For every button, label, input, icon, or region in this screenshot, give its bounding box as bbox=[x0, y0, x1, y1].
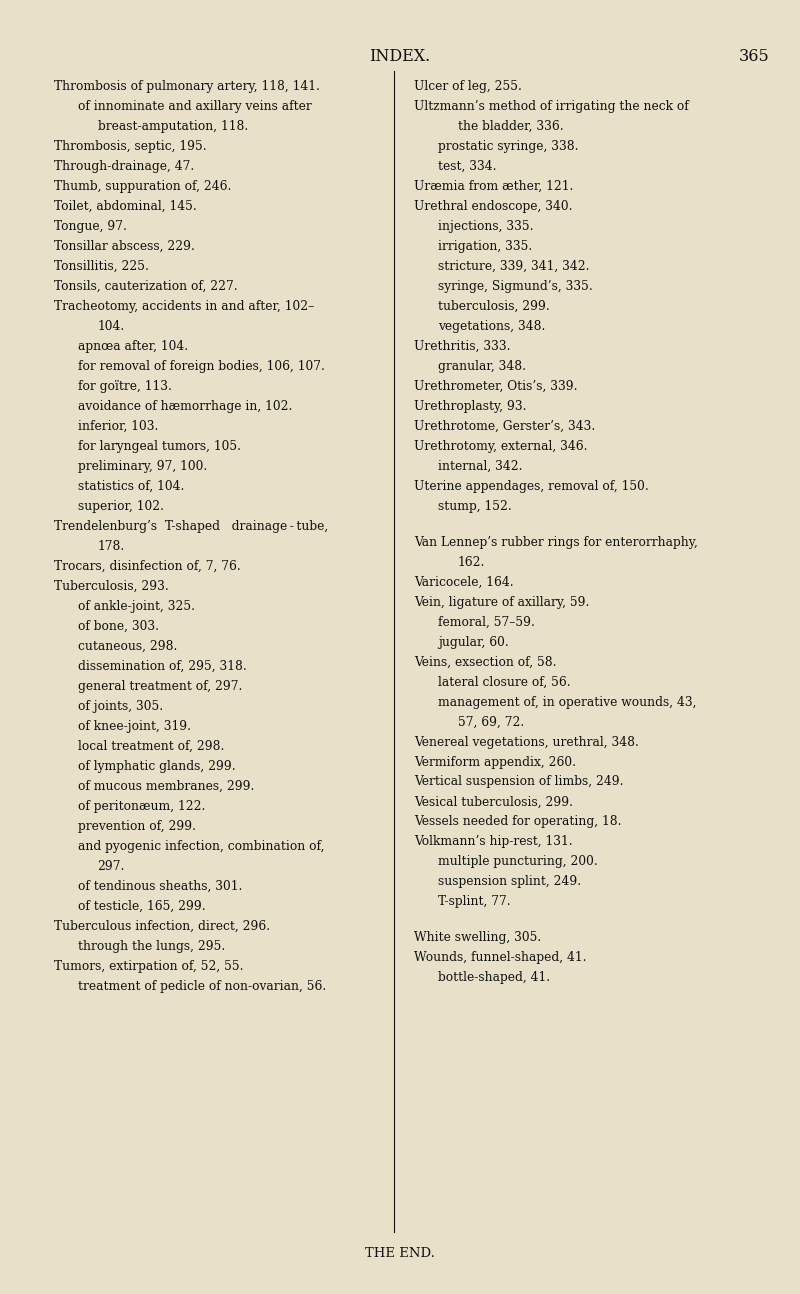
Text: jugular, 60.: jugular, 60. bbox=[438, 635, 509, 648]
Text: Urethroplasty, 93.: Urethroplasty, 93. bbox=[414, 400, 527, 413]
Text: INDEX.: INDEX. bbox=[370, 48, 430, 65]
Text: of tendinous sheaths, 301.: of tendinous sheaths, 301. bbox=[78, 880, 242, 893]
Text: Vermiform appendix, 260.: Vermiform appendix, 260. bbox=[414, 756, 577, 769]
Text: of innominate and axillary veins after: of innominate and axillary veins after bbox=[78, 100, 312, 113]
Text: of bone, 303.: of bone, 303. bbox=[78, 620, 159, 633]
Text: test, 334.: test, 334. bbox=[438, 160, 497, 173]
Text: cutaneous, 298.: cutaneous, 298. bbox=[78, 641, 178, 653]
Text: of knee-joint, 319.: of knee-joint, 319. bbox=[78, 719, 191, 732]
Text: Ulcer of leg, 255.: Ulcer of leg, 255. bbox=[414, 80, 522, 93]
Text: management of, in operative wounds, 43,: management of, in operative wounds, 43, bbox=[438, 695, 697, 709]
Text: White swelling, 305.: White swelling, 305. bbox=[414, 930, 542, 943]
Text: Urethrotome, Gerster’s, 343.: Urethrotome, Gerster’s, 343. bbox=[414, 421, 596, 433]
Text: 104.: 104. bbox=[98, 320, 125, 333]
Text: stump, 152.: stump, 152. bbox=[438, 499, 512, 512]
Text: stricture, 339, 341, 342.: stricture, 339, 341, 342. bbox=[438, 260, 590, 273]
Text: of mucous membranes, 299.: of mucous membranes, 299. bbox=[78, 780, 254, 793]
Text: avoidance of hæmorrhage in, 102.: avoidance of hæmorrhage in, 102. bbox=[78, 400, 293, 413]
Text: for laryngeal tumors, 105.: for laryngeal tumors, 105. bbox=[78, 440, 242, 453]
Text: Tracheotomy, accidents in and after, 102–: Tracheotomy, accidents in and after, 102… bbox=[54, 300, 314, 313]
Text: syringe, Sigmund’s, 335.: syringe, Sigmund’s, 335. bbox=[438, 280, 593, 294]
Text: Vein, ligature of axillary, 59.: Vein, ligature of axillary, 59. bbox=[414, 595, 590, 608]
Text: through the lungs, 295.: through the lungs, 295. bbox=[78, 939, 226, 952]
Text: 57, 69, 72.: 57, 69, 72. bbox=[458, 716, 524, 729]
Text: 297.: 297. bbox=[98, 861, 125, 873]
Text: Vesical tuberculosis, 299.: Vesical tuberculosis, 299. bbox=[414, 796, 574, 809]
Text: Uræmia from æther, 121.: Uræmia from æther, 121. bbox=[414, 180, 574, 193]
Text: Vertical suspension of limbs, 249.: Vertical suspension of limbs, 249. bbox=[414, 775, 624, 788]
Text: Urethritis, 333.: Urethritis, 333. bbox=[414, 340, 511, 353]
Text: for removal of foreign bodies, 106, 107.: for removal of foreign bodies, 106, 107. bbox=[78, 360, 326, 373]
Text: Urethral endoscope, 340.: Urethral endoscope, 340. bbox=[414, 201, 573, 214]
Text: 365: 365 bbox=[739, 48, 770, 65]
Text: of ankle-joint, 325.: of ankle-joint, 325. bbox=[78, 600, 195, 613]
Text: internal, 342.: internal, 342. bbox=[438, 461, 523, 474]
Text: Uterine appendages, removal of, 150.: Uterine appendages, removal of, 150. bbox=[414, 480, 649, 493]
Text: of lymphatic glands, 299.: of lymphatic glands, 299. bbox=[78, 760, 236, 773]
Text: Wounds, funnel-shaped, 41.: Wounds, funnel-shaped, 41. bbox=[414, 951, 587, 964]
Text: dissemination of, 295, 318.: dissemination of, 295, 318. bbox=[78, 660, 247, 673]
Text: Urethrotomy, external, 346.: Urethrotomy, external, 346. bbox=[414, 440, 588, 453]
Text: Tuberculosis, 293.: Tuberculosis, 293. bbox=[54, 580, 169, 593]
Text: granular, 348.: granular, 348. bbox=[438, 360, 526, 373]
Text: Trocars, disinfection of, 7, 76.: Trocars, disinfection of, 7, 76. bbox=[54, 560, 241, 573]
Text: prevention of, 299.: prevention of, 299. bbox=[78, 820, 197, 833]
Text: Toilet, abdominal, 145.: Toilet, abdominal, 145. bbox=[54, 201, 197, 214]
Text: irrigation, 335.: irrigation, 335. bbox=[438, 241, 533, 254]
Text: general treatment of, 297.: general treatment of, 297. bbox=[78, 679, 242, 694]
Text: breast-amputation, 118.: breast-amputation, 118. bbox=[98, 120, 248, 133]
Text: vegetations, 348.: vegetations, 348. bbox=[438, 320, 546, 333]
Text: Veins, exsection of, 58.: Veins, exsection of, 58. bbox=[414, 656, 557, 669]
Text: THE END.: THE END. bbox=[365, 1247, 435, 1260]
Text: 178.: 178. bbox=[98, 540, 125, 553]
Text: Tongue, 97.: Tongue, 97. bbox=[54, 220, 127, 233]
Text: of testicle, 165, 299.: of testicle, 165, 299. bbox=[78, 899, 206, 912]
Text: Venereal vegetations, urethral, 348.: Venereal vegetations, urethral, 348. bbox=[414, 735, 639, 748]
Text: multiple puncturing, 200.: multiple puncturing, 200. bbox=[438, 855, 598, 868]
Text: prostatic syringe, 338.: prostatic syringe, 338. bbox=[438, 140, 579, 153]
Text: Tuberculous infection, direct, 296.: Tuberculous infection, direct, 296. bbox=[54, 920, 270, 933]
Text: Thrombosis of pulmonary artery, 118, 141.: Thrombosis of pulmonary artery, 118, 141… bbox=[54, 80, 320, 93]
Text: Tonsillitis, 225.: Tonsillitis, 225. bbox=[54, 260, 150, 273]
Text: tuberculosis, 299.: tuberculosis, 299. bbox=[438, 300, 550, 313]
Text: Vessels needed for operating, 18.: Vessels needed for operating, 18. bbox=[414, 815, 622, 828]
Text: femoral, 57–59.: femoral, 57–59. bbox=[438, 616, 535, 629]
Text: local treatment of, 298.: local treatment of, 298. bbox=[78, 740, 225, 753]
Text: Tumors, extirpation of, 52, 55.: Tumors, extirpation of, 52, 55. bbox=[54, 960, 244, 973]
Text: Van Lennep’s rubber rings for enterorrhaphy,: Van Lennep’s rubber rings for enterorrha… bbox=[414, 536, 698, 549]
Text: T-splint, 77.: T-splint, 77. bbox=[438, 895, 511, 908]
Text: superior, 102.: superior, 102. bbox=[78, 499, 165, 512]
Text: 162.: 162. bbox=[458, 555, 485, 568]
Text: Tonsillar abscess, 229.: Tonsillar abscess, 229. bbox=[54, 241, 195, 254]
Text: Volkmann’s hip-rest, 131.: Volkmann’s hip-rest, 131. bbox=[414, 836, 573, 849]
Text: preliminary, 97, 100.: preliminary, 97, 100. bbox=[78, 461, 208, 474]
Text: Thrombosis, septic, 195.: Thrombosis, septic, 195. bbox=[54, 140, 207, 153]
Text: lateral closure of, 56.: lateral closure of, 56. bbox=[438, 675, 571, 688]
Text: Thumb, suppuration of, 246.: Thumb, suppuration of, 246. bbox=[54, 180, 232, 193]
Text: of joints, 305.: of joints, 305. bbox=[78, 700, 163, 713]
Text: apnœa after, 104.: apnœa after, 104. bbox=[78, 340, 189, 353]
Text: the bladder, 336.: the bladder, 336. bbox=[458, 120, 563, 133]
Text: of peritonæum, 122.: of peritonæum, 122. bbox=[78, 800, 206, 813]
Text: inferior, 103.: inferior, 103. bbox=[78, 421, 158, 433]
Text: and pyogenic infection, combination of,: and pyogenic infection, combination of, bbox=[78, 840, 325, 853]
Text: bottle-shaped, 41.: bottle-shaped, 41. bbox=[438, 970, 550, 983]
Text: Ultzmann’s method of irrigating the neck of: Ultzmann’s method of irrigating the neck… bbox=[414, 100, 689, 113]
Text: Urethrometer, Otis’s, 339.: Urethrometer, Otis’s, 339. bbox=[414, 380, 578, 393]
Text: Varicocele, 164.: Varicocele, 164. bbox=[414, 576, 514, 589]
Text: statistics of, 104.: statistics of, 104. bbox=[78, 480, 185, 493]
Text: Tonsils, cauterization of, 227.: Tonsils, cauterization of, 227. bbox=[54, 280, 238, 294]
Text: treatment of pedicle of non-ovarian, 56.: treatment of pedicle of non-ovarian, 56. bbox=[78, 980, 326, 992]
Text: Trendelenburg’s  T-shaped   drainage - tube,: Trendelenburg’s T-shaped drainage - tube… bbox=[54, 520, 329, 533]
Text: Through-drainage, 47.: Through-drainage, 47. bbox=[54, 160, 194, 173]
Text: injections, 335.: injections, 335. bbox=[438, 220, 534, 233]
Text: suspension splint, 249.: suspension splint, 249. bbox=[438, 876, 582, 889]
Text: for goïtre, 113.: for goïtre, 113. bbox=[78, 380, 172, 393]
